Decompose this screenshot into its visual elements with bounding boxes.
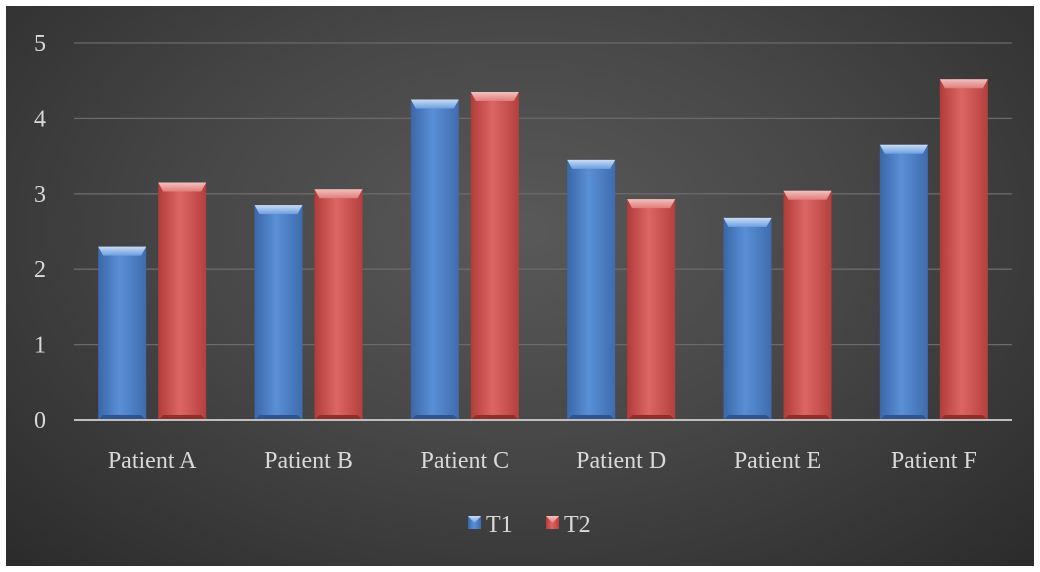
bar-bevel: [879, 144, 928, 154]
y-axis-ticks: 0 1 2 3 4 5: [34, 31, 46, 434]
bar-bevel: [939, 79, 988, 89]
y-tick-label: 5: [34, 31, 46, 57]
bar-base-bevel: [567, 415, 616, 420]
bar-base-bevel: [723, 415, 772, 420]
y-tick-label: 3: [34, 182, 46, 208]
x-axis-ticks: Patient A Patient B Patient C Patient D Pati…: [108, 448, 977, 474]
bar-bevel: [627, 199, 676, 209]
y-tick-label: 2: [34, 257, 46, 283]
legend: T1 T2: [468, 512, 591, 538]
gridlines: [74, 42, 1012, 346]
bar-base-bevel: [783, 415, 832, 420]
bar-base-bevel: [410, 415, 459, 420]
bar-bevel: [98, 246, 147, 256]
bar-bevel: [410, 99, 459, 109]
x-tick-label: Patient B: [264, 448, 353, 474]
bar-t1-patient-a: [98, 246, 147, 420]
bar-t1-patient-d: [567, 159, 616, 420]
bar-t2-patient-b: [314, 189, 363, 420]
bar-bevel: [470, 92, 519, 102]
bar-bevel: [783, 190, 832, 200]
bar-bevel: [723, 217, 772, 227]
legend-label-t2: T2: [564, 512, 591, 538]
bar-t2-patient-a: [158, 182, 207, 420]
x-tick-label: Patient A: [108, 448, 197, 474]
y-tick-label: 4: [34, 106, 46, 132]
y-tick-label: 1: [34, 333, 46, 359]
bar-t1-patient-c: [410, 99, 459, 421]
x-tick-label: Patient F: [891, 448, 977, 474]
bar-base-bevel: [254, 415, 303, 420]
bar-base-bevel: [939, 415, 988, 420]
bar-t2-patient-c: [470, 92, 519, 420]
bar-bevel: [158, 182, 207, 192]
legend-label-t1: T1: [486, 512, 513, 538]
x-tick-label: Patient D: [576, 448, 666, 474]
legend-swatch-bevel: [546, 516, 559, 523]
bar-bevel: [314, 189, 363, 199]
bar-base-bevel: [627, 415, 676, 420]
bar-bevel: [254, 205, 303, 215]
bar-t1-patient-b: [254, 205, 303, 420]
bar-base-bevel: [470, 415, 519, 420]
bar-t2-patient-d: [627, 199, 676, 420]
x-tick-label: Patient E: [734, 448, 821, 474]
legend-swatch-bevel: [468, 516, 481, 523]
bar-t1-patient-f: [879, 144, 928, 421]
bar-bevel: [567, 159, 616, 169]
bar-t2-patient-e: [783, 190, 832, 420]
bar-base-bevel: [158, 415, 207, 420]
y-tick-label: 0: [34, 408, 46, 434]
bar-base-bevel: [879, 415, 928, 420]
x-tick-label: Patient C: [420, 448, 509, 474]
bar-t2-patient-f: [939, 79, 988, 420]
bar-t1-patient-e: [723, 217, 772, 420]
bar-base-bevel: [98, 415, 147, 420]
bar-base-bevel: [314, 415, 363, 420]
bars: [98, 79, 988, 421]
